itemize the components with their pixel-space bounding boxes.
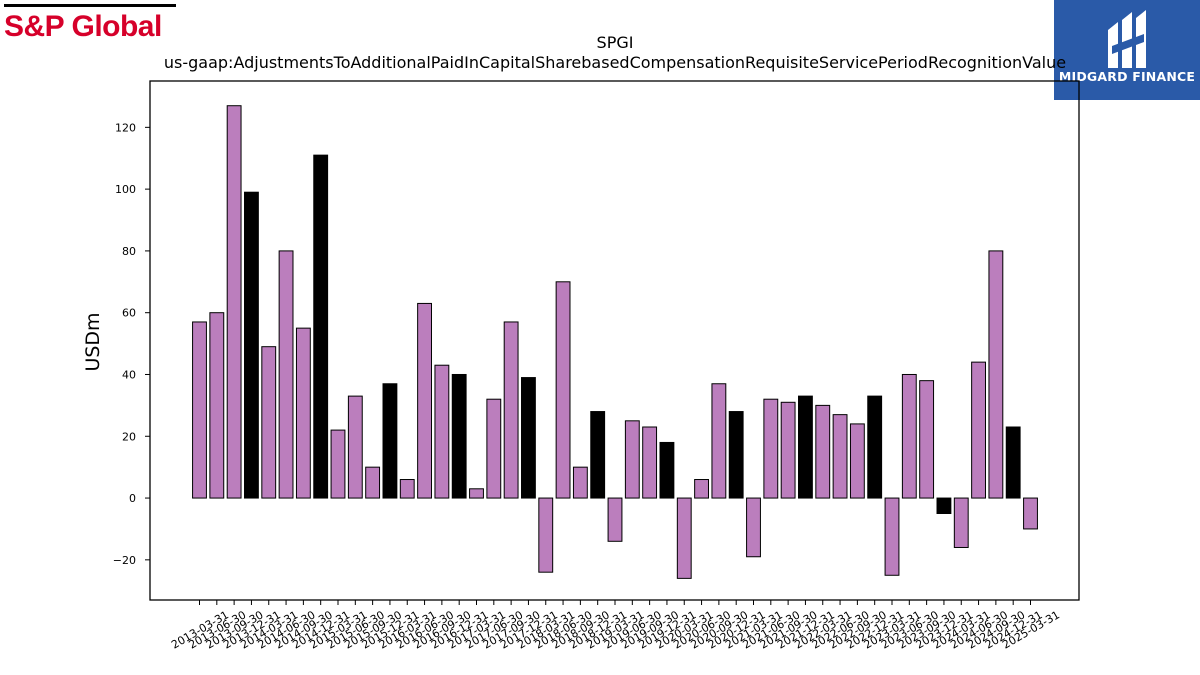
bar-2014-09-30 — [295, 327, 311, 499]
bar-2013-09-30 — [226, 105, 242, 499]
sp-global-logo-text: S&P Global — [4, 10, 162, 43]
bar-2014-06-30 — [278, 250, 294, 499]
bar-2018-12-31 — [590, 411, 606, 499]
bar-2020-03-31 — [676, 497, 692, 579]
bar-2022-03-31 — [815, 404, 831, 499]
bar-2020-09-30 — [711, 383, 727, 499]
y-tick-label: 20 — [122, 430, 136, 443]
bar-2017-03-31 — [469, 488, 484, 499]
bar-2015-03-31 — [330, 429, 346, 499]
bar-2017-06-30 — [486, 398, 502, 499]
bar-2016-12-31 — [451, 373, 467, 499]
bar-2017-12-31 — [521, 377, 536, 499]
y-tick-label: 60 — [122, 307, 136, 320]
bar-2023-12-31 — [936, 497, 952, 514]
y-tick-label: 80 — [122, 245, 136, 258]
x-axis: 2013-03-312013-06-302013-09-302013-12-31… — [169, 600, 1062, 652]
bar-2013-12-31 — [244, 191, 259, 499]
bar-2024-12-31 — [1005, 426, 1021, 499]
bar-2022-12-31 — [867, 395, 883, 499]
bar-2016-09-30 — [434, 364, 450, 499]
bar-2015-09-30 — [365, 466, 381, 499]
y-tick-label: 100 — [115, 183, 136, 196]
bar-2021-12-31 — [798, 395, 813, 499]
sp-global-logo: S&P Global — [4, 4, 178, 44]
bar-2023-03-31 — [884, 497, 900, 576]
bar-2023-09-30 — [919, 380, 935, 499]
bar-2024-09-30 — [988, 250, 1004, 499]
bar-2021-03-31 — [746, 497, 761, 558]
logo-rule — [4, 4, 176, 7]
bar-2019-03-31 — [607, 497, 623, 542]
y-axis: −20 0 20 40 60 80 100 120 — [113, 121, 150, 567]
bar-2018-03-31 — [538, 497, 554, 573]
midgard-mark-icon — [1108, 10, 1146, 68]
bar-2014-12-31 — [313, 154, 329, 499]
y-tick-label: 0 — [129, 492, 136, 505]
bar-2013-03-31 — [192, 321, 207, 499]
midgard-finance-logo-text: MIDGARD FINANCE — [1058, 69, 1196, 84]
y-axis-label: USDm — [82, 312, 104, 371]
midgard-finance-logo: MIDGARD FINANCE — [1054, 0, 1200, 100]
bar-2021-09-30 — [780, 401, 796, 499]
chart-title: SPGI — [597, 33, 634, 52]
bar-2024-06-30 — [971, 361, 986, 499]
bar-2017-09-30 — [503, 321, 519, 499]
bar-2024-03-31 — [953, 497, 969, 548]
bar-2025-03-31 — [1023, 497, 1038, 530]
bar-2019-09-30 — [642, 426, 658, 499]
bar-2015-06-30 — [347, 395, 363, 499]
bar-2018-06-30 — [555, 281, 571, 499]
bar-2023-06-30 — [901, 373, 917, 499]
bar-2016-06-30 — [417, 302, 432, 499]
bar-2020-12-31 — [728, 411, 744, 499]
y-tick-label: 40 — [122, 368, 136, 381]
bar-2018-09-30 — [572, 466, 588, 499]
bar-2019-12-31 — [659, 441, 675, 499]
bar-2021-06-30 — [763, 398, 779, 499]
chart-subtitle: us-gaap:AdjustmentsToAdditionalPaidInCap… — [164, 53, 1066, 72]
bar-2022-06-30 — [832, 414, 848, 499]
bar-2022-09-30 — [849, 423, 865, 499]
bar-2016-03-31 — [399, 479, 415, 499]
bars-group — [192, 105, 1038, 579]
y-tick-label: 120 — [115, 121, 136, 134]
bar-2020-06-30 — [694, 479, 709, 499]
y-tick-label: −20 — [113, 554, 136, 567]
plot-frame — [149, 80, 1080, 601]
bar-2015-12-31 — [382, 383, 398, 499]
bar-2014-03-31 — [261, 346, 277, 499]
bar-2019-06-30 — [624, 420, 640, 499]
bar-2013-06-30 — [209, 312, 225, 499]
